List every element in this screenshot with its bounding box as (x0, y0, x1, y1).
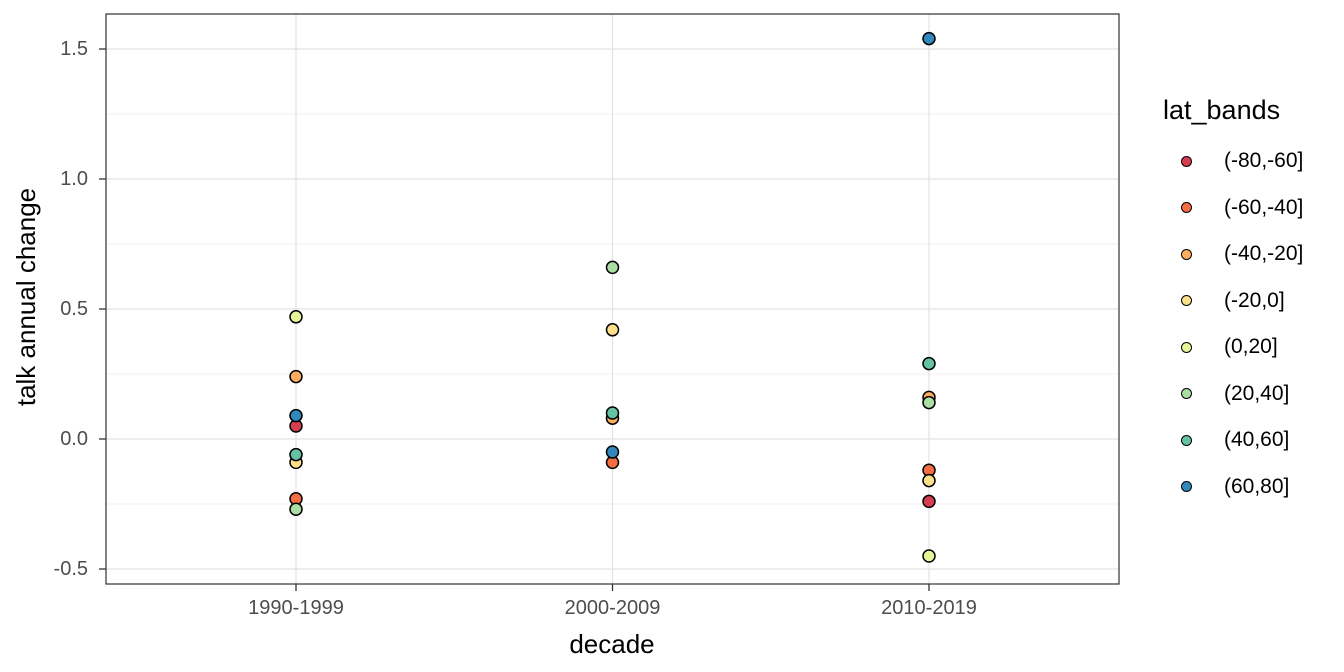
data-point (605, 260, 620, 275)
data-point (922, 356, 936, 371)
legend-item: (0,20] (1181, 335, 1278, 359)
legend-item: (-60,-40] (1181, 196, 1303, 220)
data-point (922, 473, 936, 488)
data-point (289, 310, 303, 324)
data-point (289, 369, 303, 384)
legend-label: (40,60] (1224, 428, 1290, 451)
legend-label: (-20,0] (1224, 288, 1285, 312)
legend-key-dot (1181, 155, 1192, 167)
legend-label: (-60,-40] (1224, 195, 1304, 219)
y-tick-label: 0.5 (60, 298, 88, 320)
data-point (922, 31, 936, 46)
data-point (289, 447, 303, 462)
legend-label: (0,20] (1224, 335, 1278, 358)
y-tick-label: 1.0 (60, 168, 88, 190)
legend-key-dot (1181, 295, 1192, 306)
legend-key-dot (1181, 481, 1192, 492)
data-point (605, 323, 620, 337)
legend-key-dot (1181, 248, 1192, 260)
y-tick-label: 1.5 (60, 38, 88, 60)
y-tick-label: -0.5 (53, 558, 88, 580)
legend-label: (20,40] (1224, 381, 1290, 405)
y-tick-label: 0.0 (60, 428, 88, 450)
data-point (922, 549, 936, 563)
x-tick-label: 2000-2009 (564, 597, 661, 619)
legend-key-dot (1181, 202, 1192, 213)
legend-label: (-40,-20] (1224, 242, 1304, 265)
x-axis-title: decade (569, 629, 655, 659)
data-point (605, 406, 620, 420)
legend-item: (-40,-20] (1181, 242, 1303, 266)
x-tick-label: 2010-2019 (881, 597, 977, 619)
data-point (922, 395, 936, 410)
data-point (289, 408, 303, 423)
data-point (289, 502, 303, 516)
legend-label: (-80,-60] (1224, 149, 1304, 172)
legend-key-dot (1181, 341, 1192, 353)
x-tick-label: 1990-1999 (248, 597, 344, 619)
legend-item: (60,80] (1181, 475, 1289, 499)
legend-key-dot (1181, 388, 1192, 399)
legend-item: (20,40] (1181, 382, 1289, 406)
legend-item: (-20,0] (1181, 289, 1285, 313)
legend-item: (-80,-60] (1181, 149, 1303, 173)
data-point (605, 445, 620, 459)
legend-item: (40,60] (1181, 428, 1289, 452)
legend-label: (60,80] (1224, 474, 1290, 498)
legend-title: lat_bands (1163, 95, 1281, 125)
legend-key-dot (1181, 434, 1192, 446)
data-point (922, 494, 936, 509)
